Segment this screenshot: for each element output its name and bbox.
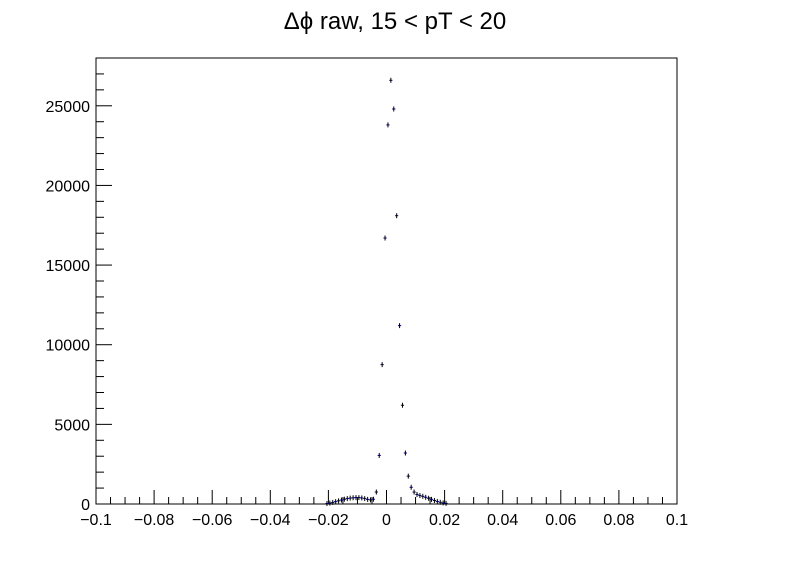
y-tick-label: 10000 xyxy=(46,338,91,355)
data-point xyxy=(345,496,349,502)
x-tick-label: −0.04 xyxy=(250,512,291,529)
x-tick-label: −0.1 xyxy=(80,512,112,529)
data-point xyxy=(371,496,376,502)
chart-title: Δϕ raw, 15 < pT < 20 xyxy=(284,8,507,35)
data-point xyxy=(400,402,405,408)
x-tick-label: −0.08 xyxy=(134,512,175,529)
data-point xyxy=(348,495,352,501)
data-point xyxy=(432,497,437,503)
data-point xyxy=(325,501,329,507)
data-point xyxy=(412,489,416,495)
x-tick-label: −0.06 xyxy=(192,512,233,529)
data-point xyxy=(397,323,402,329)
data-point xyxy=(354,495,358,501)
data-point xyxy=(427,495,431,501)
x-tick-label: 0.06 xyxy=(545,512,576,529)
data-point xyxy=(331,499,335,505)
data-point xyxy=(438,499,442,505)
data-point xyxy=(383,235,387,241)
data-point xyxy=(351,495,355,501)
data-point xyxy=(409,484,413,490)
data-series xyxy=(325,77,448,507)
data-point xyxy=(424,494,428,500)
y-tick-label: 20000 xyxy=(46,178,91,195)
data-point xyxy=(368,497,373,503)
data-point xyxy=(444,500,448,506)
data-point xyxy=(418,493,422,499)
y-tick-label: 0 xyxy=(81,497,90,514)
data-point xyxy=(386,122,390,128)
x-tick-label: 0.04 xyxy=(487,512,518,529)
data-point xyxy=(360,495,364,501)
data-point xyxy=(377,452,381,458)
data-point xyxy=(336,498,341,504)
x-tick-label: 0.1 xyxy=(666,512,688,529)
data-point xyxy=(366,496,370,502)
data-point xyxy=(328,500,332,506)
x-tick-label: 0.08 xyxy=(603,512,634,529)
data-point xyxy=(395,213,399,219)
data-point xyxy=(380,362,384,368)
data-point xyxy=(441,500,445,506)
data-point xyxy=(421,493,425,499)
y-tick-label: 25000 xyxy=(46,99,91,116)
data-point xyxy=(435,498,439,504)
data-point xyxy=(363,496,367,502)
y-tick-label: 15000 xyxy=(46,258,91,275)
data-point xyxy=(334,499,338,505)
x-tick-label: 0.02 xyxy=(429,512,460,529)
data-point xyxy=(357,495,361,501)
data-point xyxy=(415,491,419,497)
data-point xyxy=(406,473,410,479)
data-point xyxy=(339,497,344,503)
data-point xyxy=(342,496,346,502)
y-tick-label: 5000 xyxy=(54,417,90,434)
data-point xyxy=(392,106,396,112)
data-point xyxy=(429,496,434,502)
x-axis: −0.1 −0.08 −0.06 −0.04 −0.02 0 0.02 0.04 0.06 0.0… xyxy=(80,490,688,529)
data-point xyxy=(374,489,378,495)
x-tick-label: −0.02 xyxy=(308,512,349,529)
data-point xyxy=(389,77,393,83)
x-tick-label: 0 xyxy=(382,512,391,529)
y-axis: 0 5000 10000 15000 20000 25000 xyxy=(46,57,112,514)
data-point xyxy=(403,450,407,456)
